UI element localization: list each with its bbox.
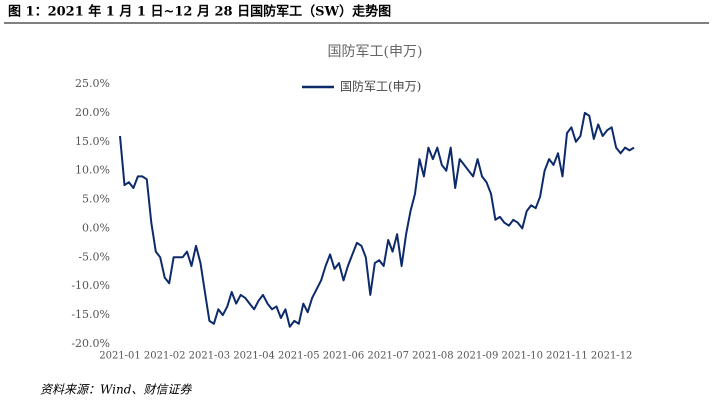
y-tick-label: -5.0% (78, 250, 110, 263)
y-tick-label: 5.0% (82, 193, 110, 206)
chart-title: 国防军工(申万) (328, 44, 423, 60)
source-note: 资料来源：Wind、财信证券 (40, 383, 192, 397)
x-tick-label: 2021-06 (323, 351, 365, 362)
x-tick-label: 2021-02 (144, 351, 186, 362)
x-tick-label: 2021-01 (99, 351, 141, 362)
line-series (119, 111, 635, 328)
x-tick-label: 2021-12 (591, 351, 633, 362)
y-tick-label: 10.0% (75, 164, 110, 177)
y-tick-label: 0.0% (82, 221, 110, 234)
y-tick-label: 20.0% (75, 106, 110, 119)
x-tick-label: 2021-04 (233, 351, 275, 362)
y-tick-label: -20.0% (71, 337, 110, 350)
x-tick-label: 2021-10 (501, 351, 543, 362)
y-tick-label: -10.0% (71, 279, 110, 292)
caption: 图 1：2021 年 1 月 1 日~12 月 28 日国防军工（SW）走势图 (8, 4, 391, 20)
x-tick-label: 2021-09 (457, 351, 499, 362)
y-tick-label: 25.0% (75, 77, 110, 90)
x-tick-label: 2021-08 (412, 351, 454, 362)
x-tick-label: 2021-07 (367, 351, 409, 362)
y-tick-label: -15.0% (71, 308, 110, 321)
x-tick-label: 2021-05 (278, 351, 320, 362)
legend-label: 国防军工(申万) (340, 79, 421, 94)
y-tick-label: 15.0% (75, 135, 110, 148)
x-tick-label: 2021-11 (546, 351, 588, 362)
x-tick-label: 2021-03 (189, 351, 231, 362)
